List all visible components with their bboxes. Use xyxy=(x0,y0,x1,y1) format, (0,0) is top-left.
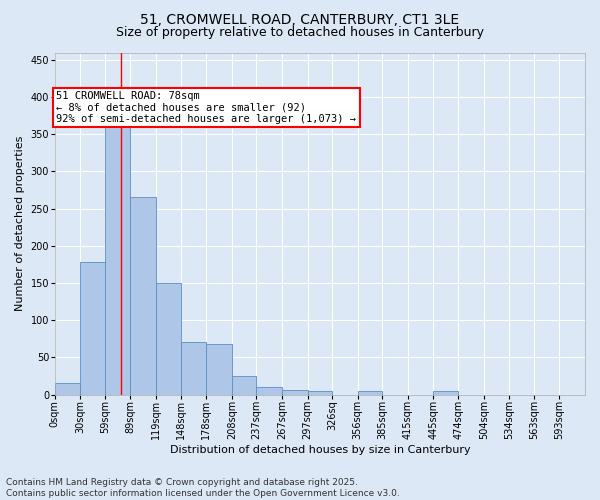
Bar xyxy=(206,344,232,395)
Text: 51 CROMWELL ROAD: 78sqm
← 8% of detached houses are smaller (92)
92% of semi-det: 51 CROMWELL ROAD: 78sqm ← 8% of detached… xyxy=(56,91,356,124)
Bar xyxy=(55,384,80,394)
X-axis label: Distribution of detached houses by size in Canterbury: Distribution of detached houses by size … xyxy=(170,445,470,455)
Bar xyxy=(433,391,458,394)
Bar xyxy=(105,120,130,394)
Bar xyxy=(80,262,105,394)
Bar xyxy=(358,391,382,394)
Text: Contains HM Land Registry data © Crown copyright and database right 2025.
Contai: Contains HM Land Registry data © Crown c… xyxy=(6,478,400,498)
Y-axis label: Number of detached properties: Number of detached properties xyxy=(15,136,25,311)
Bar xyxy=(308,391,332,394)
Text: 51, CROMWELL ROAD, CANTERBURY, CT1 3LE: 51, CROMWELL ROAD, CANTERBURY, CT1 3LE xyxy=(140,12,460,26)
Bar xyxy=(130,198,156,394)
Bar xyxy=(282,390,308,394)
Text: Size of property relative to detached houses in Canterbury: Size of property relative to detached ho… xyxy=(116,26,484,39)
Bar xyxy=(256,387,282,394)
Bar xyxy=(232,376,256,394)
Bar xyxy=(181,342,206,394)
Bar xyxy=(156,283,181,395)
